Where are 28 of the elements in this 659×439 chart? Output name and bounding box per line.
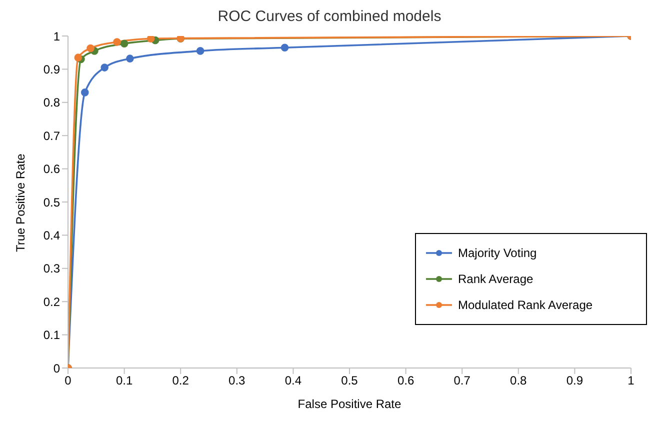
x-tick-label: 0.4 [284, 374, 302, 388]
x-tick-label: 0.2 [172, 374, 190, 388]
x-tick-label: 0.7 [454, 374, 471, 388]
y-tick-label: 0.4 [43, 228, 60, 242]
y-tick-label: 1 [53, 29, 60, 44]
y-tick-label: 0.6 [43, 162, 60, 176]
x-tick-label: 0.9 [566, 374, 584, 388]
legend-label: Modulated Rank Average [458, 297, 593, 314]
chart-title: ROC Curves of combined models [216, 8, 442, 27]
x-axis-title: False Positive Rate [298, 397, 402, 411]
x-tick-label: 0 [64, 374, 72, 388]
y-tick-label: 0.5 [43, 195, 60, 210]
x-tick-label: 0.6 [397, 374, 414, 388]
x-tick-label: 0.5 [341, 374, 358, 388]
x-tick-label: 0.1 [116, 374, 133, 388]
x-tick-label: 0.3 [228, 374, 246, 388]
y-tick-label: 0.1 [43, 328, 60, 342]
legend-label: Majority Voting [458, 245, 537, 262]
y-tick-label: 0.3 [43, 262, 60, 276]
x-tick-label: 0.8 [510, 374, 528, 388]
y-tick-label: 0.9 [43, 62, 60, 76]
y-tick-label: 0.8 [43, 96, 60, 110]
y-tick-label: 0 [53, 361, 60, 376]
legend-label: Rank Average [458, 271, 534, 288]
x-tick-label: 1 [628, 374, 635, 388]
y-tick-label: 0.2 [43, 294, 60, 309]
y-tick-label: 0.7 [43, 128, 60, 143]
y-axis-title: True Positive Rate [13, 153, 28, 252]
